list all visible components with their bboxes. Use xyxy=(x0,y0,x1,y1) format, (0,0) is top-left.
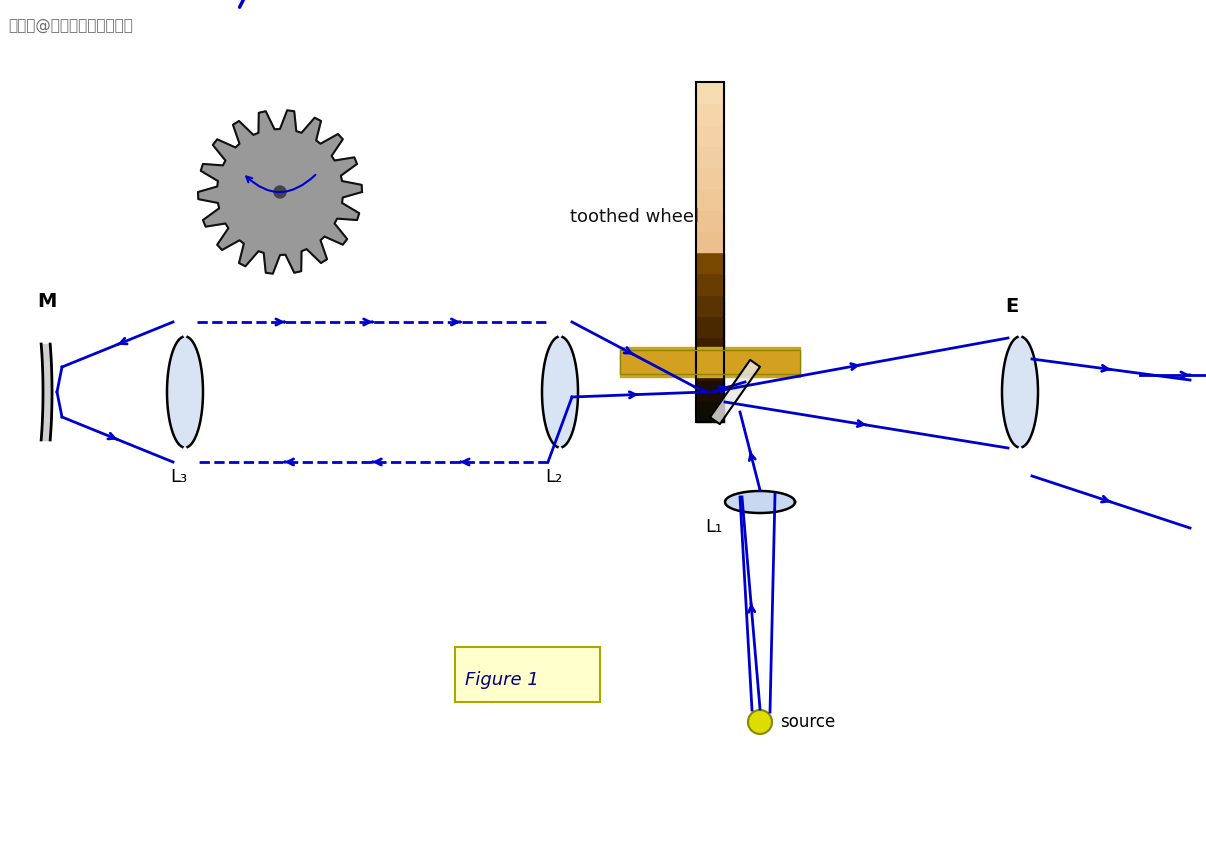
Text: Figure 1: Figure 1 xyxy=(466,671,539,689)
FancyBboxPatch shape xyxy=(455,647,601,702)
Bar xyxy=(696,147,724,167)
Bar xyxy=(696,402,724,422)
Text: L₁: L₁ xyxy=(706,518,722,536)
Text: L₃: L₃ xyxy=(170,468,187,486)
Bar xyxy=(696,360,724,380)
Bar xyxy=(696,83,724,104)
Circle shape xyxy=(748,710,772,734)
Bar xyxy=(696,210,724,231)
Bar xyxy=(696,317,724,337)
Text: L₂: L₂ xyxy=(545,468,562,486)
Bar xyxy=(696,253,724,274)
Text: toothed wheel: toothed wheel xyxy=(570,208,699,226)
Bar xyxy=(696,296,724,316)
Bar xyxy=(620,347,800,377)
Text: M: M xyxy=(37,292,57,311)
Bar xyxy=(620,350,800,374)
Bar xyxy=(696,168,724,189)
Text: E: E xyxy=(1005,297,1018,316)
Bar xyxy=(696,274,724,295)
Text: 搜狐号@大可数学人生工作室: 搜狐号@大可数学人生工作室 xyxy=(8,19,133,33)
Polygon shape xyxy=(166,337,203,447)
Circle shape xyxy=(274,186,286,198)
Circle shape xyxy=(219,132,340,252)
Polygon shape xyxy=(1002,337,1038,447)
Polygon shape xyxy=(541,337,578,447)
Polygon shape xyxy=(198,110,362,274)
Bar xyxy=(696,82,724,422)
Text: source: source xyxy=(780,713,836,731)
Ellipse shape xyxy=(725,491,795,513)
Bar xyxy=(696,125,724,146)
Polygon shape xyxy=(710,360,760,424)
Bar xyxy=(696,104,724,125)
Bar xyxy=(696,338,724,358)
Bar xyxy=(696,232,724,252)
Bar xyxy=(696,381,724,401)
Bar xyxy=(696,189,724,210)
